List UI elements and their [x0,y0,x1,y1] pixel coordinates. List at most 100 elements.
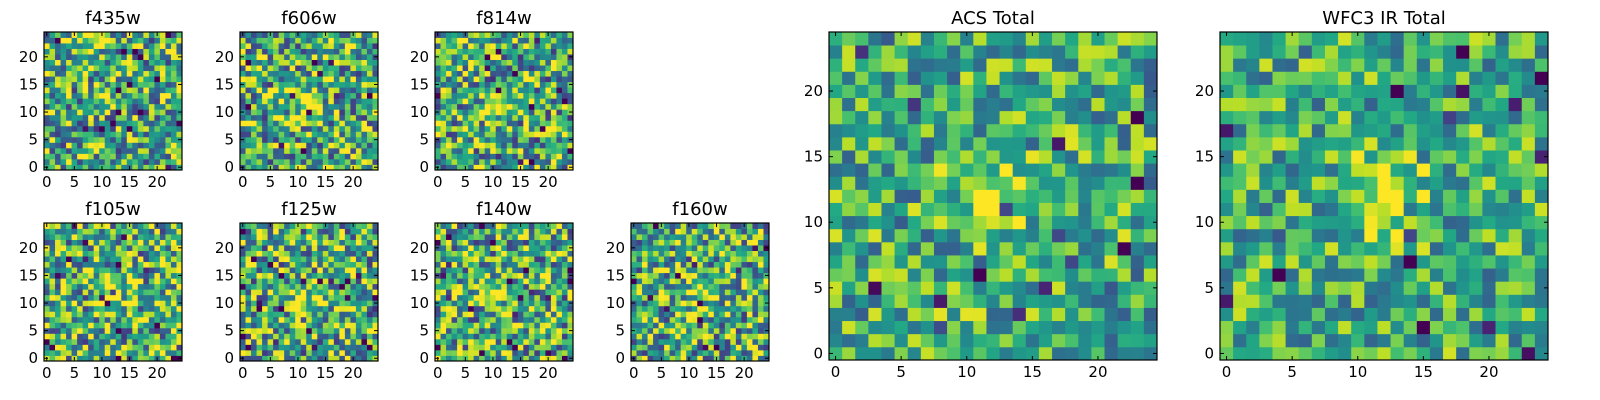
heatmap-cell [881,255,895,269]
heatmap-cell [523,120,530,127]
heatmap-cell [631,278,637,285]
heatmap-cell [523,322,530,329]
heatmap-cell [669,245,676,251]
heatmap-cell [306,250,313,257]
heatmap-cell [842,346,856,361]
heatmap-cell [881,307,895,322]
heatmap-cell [251,300,257,307]
heatmap-cell [495,59,502,66]
heatmap-cell [350,120,357,127]
heatmap-cell [451,43,458,49]
heatmap-cell [71,70,78,77]
y-tick-label: 10 [410,103,429,121]
heatmap-cell [1091,228,1105,243]
heatmap-cell [556,120,563,127]
heatmap-cell [99,250,106,257]
heatmap-cell [501,59,508,66]
heatmap-cell [484,355,491,362]
heatmap-cell [93,109,100,116]
heatmap-cell [115,283,122,290]
heatmap-cell [306,245,313,251]
heatmap-cell [1104,241,1119,256]
y-tick-label: 10 [410,294,429,312]
heatmap-cell [154,283,161,290]
heatmap-cell [295,327,302,334]
heatmap-cell [523,250,530,257]
heatmap-cell [545,289,552,296]
heatmap-cell [479,316,486,323]
heatmap-cell [333,234,340,240]
heatmap-cell [311,76,318,83]
heatmap-cell [907,241,922,256]
heatmap-cell [999,215,1014,230]
heatmap-cell [1091,215,1105,230]
heatmap-cell [702,338,709,345]
heatmap-cell [289,289,296,296]
heatmap-cell [642,289,648,296]
heatmap-cell [501,289,508,296]
x-tick-label: 15 [511,173,530,191]
heatmap-cell [1025,294,1040,308]
heatmap-cell [159,76,166,83]
heatmap-cell [256,261,263,268]
heatmap-cell [757,305,764,312]
heatmap-cell [702,294,709,301]
heatmap-cell [484,327,491,334]
heatmap-cell [104,311,111,318]
heatmap-cell [550,305,557,312]
heatmap-cell [273,250,280,257]
heatmap-cell [763,239,770,246]
heatmap-cell [457,223,463,229]
heatmap-cell [240,239,246,246]
heatmap-cell [473,294,480,301]
heatmap-cell [528,48,535,55]
heatmap-cell [534,305,541,312]
heatmap-cell [339,311,346,318]
heatmap-cell [680,333,687,340]
heatmap-cell [361,223,368,229]
heatmap-cell [881,189,895,203]
heatmap-cell [1104,320,1119,335]
heatmap-cell [506,316,513,323]
heatmap-cell [88,37,95,44]
heatmap-cell [289,59,296,66]
heatmap-cell [539,125,546,132]
heatmap-cell [121,316,128,323]
heatmap-cell [328,59,335,66]
heatmap-cell [361,48,368,55]
heatmap-cell [300,164,307,171]
heatmap-cell [143,289,150,296]
heatmap-cell [284,223,291,229]
heatmap-cell [115,305,122,312]
heatmap-cell [317,322,324,329]
heatmap-cell [66,136,72,143]
heatmap-cell [115,311,122,318]
heatmap-cell [311,125,318,132]
heatmap-cell [165,131,172,138]
heatmap-cell [88,98,95,105]
heatmap-cell [170,267,177,274]
heatmap-cell [361,103,368,110]
heatmap-cell [473,87,480,94]
heatmap-cell [154,327,161,334]
heatmap-cell [159,322,166,329]
heatmap-cell [278,59,285,66]
panel-title: f814w [476,8,531,29]
heatmap-cell [1038,268,1053,282]
heatmap-cell [333,109,340,116]
heatmap-cell [77,158,84,165]
heatmap-cell [669,322,676,329]
heatmap-cell [66,289,72,296]
heatmap-cell [490,103,497,110]
x-tick-label: 5 [70,173,80,191]
heatmap-cell [708,228,715,235]
x-tick-label: 15 [707,364,726,382]
heatmap-cell [495,250,502,257]
heatmap-cell [93,245,100,251]
heatmap-cell [567,87,574,94]
heatmap-cell [176,48,183,55]
heatmap-cell [451,164,458,171]
heatmap-cell [642,300,648,307]
heatmap-cell [115,136,122,143]
heatmap-cell [66,147,72,154]
